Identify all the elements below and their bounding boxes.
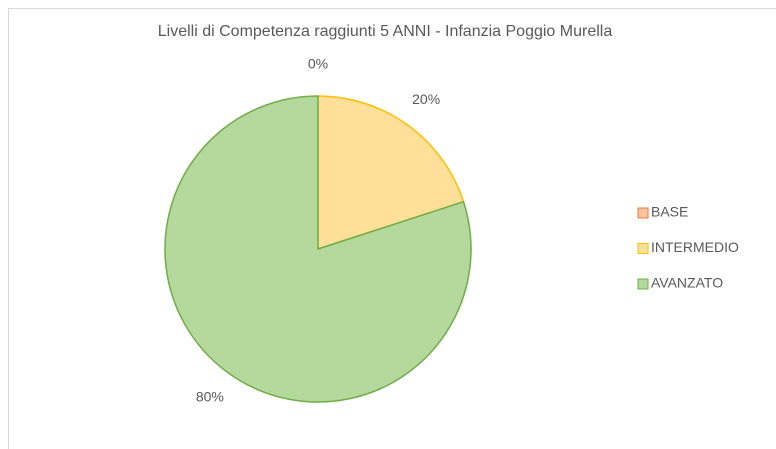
- data-label: 0%: [308, 56, 328, 72]
- chart-title: Livelli di Competenza raggiunti 5 ANNI -…: [158, 23, 613, 40]
- legend-swatch: [637, 207, 649, 219]
- pie-slice: [317, 95, 465, 251]
- data-label: 20%: [412, 91, 440, 107]
- legend-swatch: [637, 243, 649, 254]
- pie-slice: [164, 95, 472, 403]
- legend-label: INTERMEDIO: [651, 239, 739, 255]
- legend-label: AVANZATO: [651, 275, 723, 291]
- data-label: 80%: [196, 389, 224, 405]
- legend-label: BASE: [651, 204, 688, 220]
- legend-swatch: [637, 278, 649, 290]
